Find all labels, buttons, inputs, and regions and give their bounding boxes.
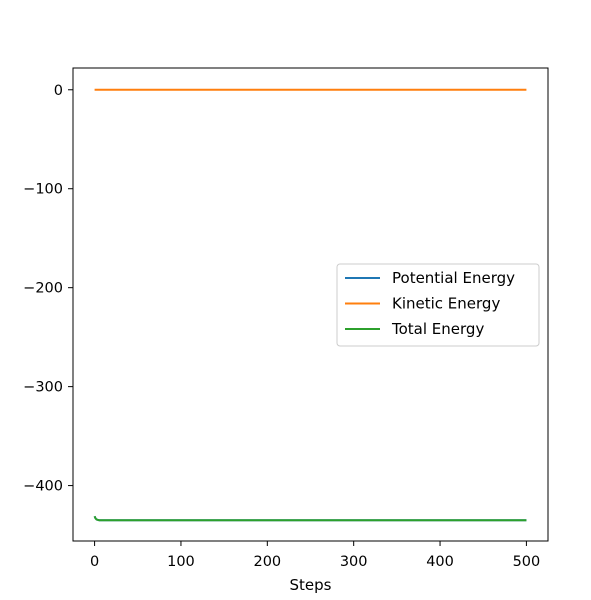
x-tick-label: 100 <box>167 554 195 570</box>
y-tick-label: −200 <box>23 281 63 297</box>
legend-box <box>336 263 540 347</box>
legend: Potential Energy Kinetic Energy Total Ener… <box>336 263 540 347</box>
x-tick-label: 200 <box>253 554 281 570</box>
plot-area <box>93 88 527 522</box>
x-tick-label: 400 <box>426 554 454 570</box>
y-tick-label: −100 <box>23 182 63 198</box>
x-tick-label: 0 <box>90 554 99 570</box>
y-tick-label: 0 <box>54 83 63 99</box>
series-line-total-energy <box>93 515 527 522</box>
y-tick-label: −300 <box>23 380 63 396</box>
x-axis-title: Steps <box>290 576 332 594</box>
y-tick-label: −400 <box>23 479 63 495</box>
legend-label: Total Energy <box>391 320 484 338</box>
x-tick-label: 500 <box>513 554 541 570</box>
legend-label: Potential Energy <box>392 269 515 287</box>
legend-label: Kinetic Energy <box>392 295 500 313</box>
plot-frame <box>72 67 549 542</box>
axes: 0 100 200 300 400 500 0 −100 −200 −300 −400 <box>23 67 549 570</box>
x-tick-label: 300 <box>340 554 368 570</box>
